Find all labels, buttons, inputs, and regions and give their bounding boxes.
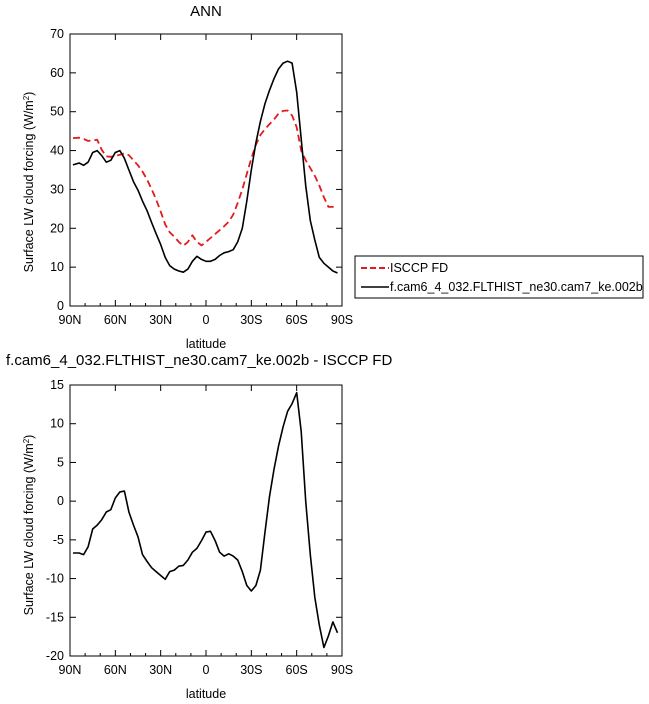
- bottom-panel: f.cam6_4_032.FLTHIST_ne30.cam7_ke.002b -…: [6, 352, 392, 701]
- top-x-tick-label: 30S: [240, 313, 262, 327]
- top-y-tick-label: 70: [50, 27, 64, 41]
- bottom-y-tick-label: 10: [50, 417, 64, 431]
- bottom-y-tick-label: 15: [50, 378, 64, 392]
- bottom-plot-frame: [69, 384, 343, 657]
- top-y-tick-label: 60: [50, 66, 64, 80]
- top-x-tick-label: 60S: [286, 313, 308, 327]
- legend-box: [354, 255, 644, 299]
- bottom-y-tick-label: -20: [46, 649, 64, 663]
- bottom-y-tick-label: -10: [46, 572, 64, 586]
- bottom-x-tick-label: 30N: [149, 663, 172, 677]
- legend: ISCCP FD f.cam6_4_032.FLTHIST_ne30.cam7_…: [354, 255, 644, 299]
- top-plot-frame: [69, 33, 343, 307]
- top-panel: ANN Surface LW cloud forcing (W/m2) 90N 6…: [22, 3, 353, 351]
- bottom-chart-title: f.cam6_4_032.FLTHIST_ne30.cam7_ke.002b -…: [6, 352, 392, 369]
- bottom-x-tick-label: 0: [203, 663, 210, 677]
- top-y-tick-label: 10: [50, 260, 64, 274]
- top-y-tick-label: 50: [50, 105, 64, 119]
- top-x-tick-label: 90N: [59, 313, 82, 327]
- bottom-series-line-0: [73, 391, 339, 649]
- bottom-x-tick-label: 60N: [104, 663, 127, 677]
- bottom-x-tick-label: 90N: [59, 663, 82, 677]
- legend-label-model: f.cam6_4_032.FLTHIST_ne30.cam7_ke.002b: [390, 280, 643, 294]
- top-plot-lines: [72, 60, 338, 274]
- top-x-tick-label: 60N: [104, 313, 127, 327]
- top-y-tick-label: 40: [50, 144, 64, 158]
- bottom-y-tick-label: 0: [57, 494, 64, 508]
- top-x-tick-label: 30N: [149, 313, 172, 327]
- bottom-x-tick-label: 90S: [331, 663, 353, 677]
- bottom-plot-lines: [73, 391, 339, 649]
- bottom-y-tick-label: 5: [57, 455, 64, 469]
- top-x-tick-label: 90S: [331, 313, 353, 327]
- bottom-y-axis-label: Surface LW cloud forcing (W/m2): [22, 435, 36, 616]
- top-series-line-0: [72, 109, 338, 247]
- top-y-tick-label: 30: [50, 182, 64, 196]
- top-x-tick-label: 0: [203, 313, 210, 327]
- top-y-axis-label: Surface LW cloud forcing (W/m2): [22, 92, 36, 273]
- bottom-y-tick-label: -5: [53, 533, 64, 547]
- top-axis-ticks: 90N 60N 30N 0 30S 60S 90S 0 10 20 30 40 50 60 70: [50, 27, 353, 327]
- legend-label-isccp: ISCCP FD: [390, 261, 448, 275]
- top-x-axis-label: latitude: [186, 337, 226, 351]
- top-y-tick-label: 0: [57, 299, 64, 313]
- top-chart-title: ANN: [190, 3, 222, 20]
- bottom-x-tick-label: 30S: [240, 663, 262, 677]
- bottom-x-tick-label: 60S: [286, 663, 308, 677]
- bottom-y-tick-label: -15: [46, 610, 64, 624]
- bottom-axis-ticks: 90N 60N 30N 0 30S 60S 90S -20 -15 -10 -5 0 5 10 15: [46, 378, 353, 677]
- bottom-x-axis-label: latitude: [186, 687, 226, 701]
- top-series-line-1: [72, 60, 338, 274]
- top-y-tick-label: 20: [50, 221, 64, 235]
